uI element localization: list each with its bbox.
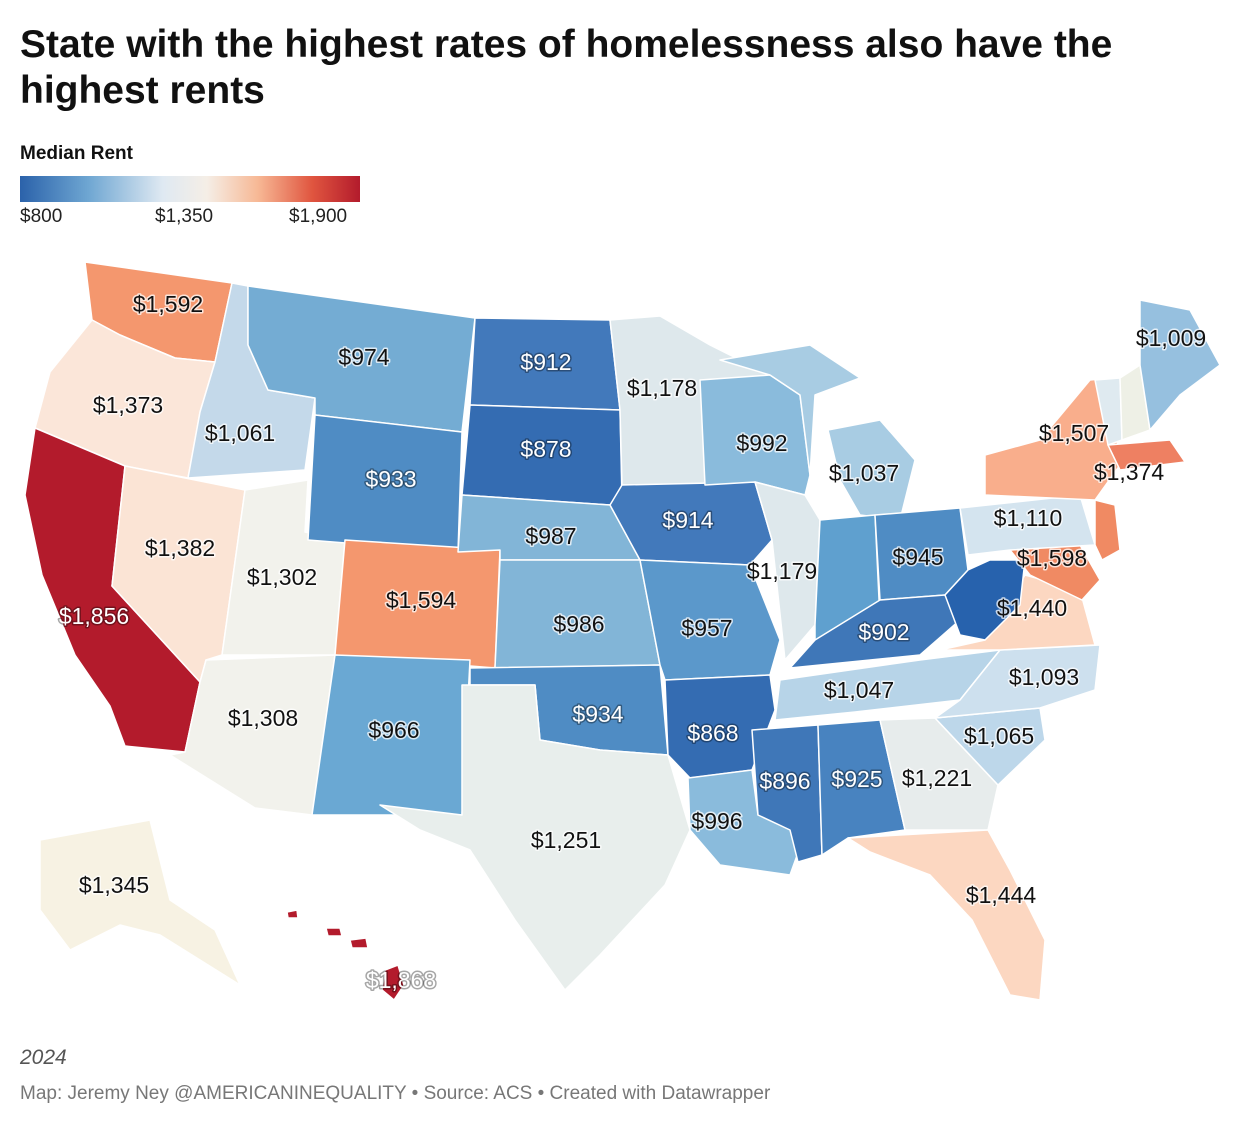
- state-fl: [847, 829, 1046, 1001]
- state-label-nm: $966: [368, 717, 419, 743]
- state-label-il: $1,179: [747, 558, 817, 584]
- legend-mid-label: $1,350: [155, 206, 214, 227]
- state-ma: [1107, 439, 1186, 471]
- state-label-ks: $986: [553, 611, 604, 637]
- state-label-fl: $1,444: [966, 882, 1037, 908]
- state-label-az: $1,308: [228, 705, 298, 731]
- state-label-md: $1,598: [1017, 545, 1087, 571]
- state-label-mt: $974: [338, 344, 389, 370]
- state-label-ma: $1,374: [1094, 459, 1165, 485]
- state-label-ia: $914: [662, 507, 713, 533]
- source-credit: Map: Jeremy Ney @AMERICANINEQUALITY • So…: [20, 1083, 771, 1104]
- state-label-ga: $1,221: [902, 765, 972, 791]
- state-label-ny: $1,507: [1039, 420, 1109, 446]
- state-label-tn: $1,047: [824, 677, 894, 703]
- state-label-mo: $957: [681, 615, 732, 641]
- state-label-la: $996: [691, 808, 742, 834]
- state-label-wi: $992: [736, 430, 787, 456]
- us-states-map: $1,592 $1,373 $1,856 $1,061 $1,382 $1,302 $1,3…: [24, 261, 1221, 1001]
- state-label-ar: $868: [687, 720, 738, 746]
- state-label-me: $1,009: [1136, 325, 1206, 351]
- state-label-ut: $1,302: [247, 564, 317, 590]
- state-label-wy: $933: [365, 466, 416, 492]
- state-label-wa: $1,592: [133, 291, 203, 317]
- state-nj: [1094, 499, 1121, 561]
- state-tx: [379, 684, 691, 991]
- state-me: [1139, 299, 1221, 431]
- state-label-ca: $1,856: [59, 603, 129, 629]
- state-label-nc: $1,093: [1009, 664, 1079, 690]
- legend-color-scale: [20, 176, 360, 202]
- state-label-nv: $1,382: [145, 535, 215, 561]
- state-label-hi: $1,868: [366, 967, 436, 993]
- state-label-nd: $912: [520, 349, 571, 375]
- state-label-oh: $945: [892, 544, 943, 570]
- data-year: 2024: [20, 1046, 67, 1069]
- state-ak: [39, 819, 241, 986]
- state-label-ms: $896: [759, 768, 810, 794]
- state-label-va: $1,440: [997, 595, 1067, 621]
- state-al: [817, 719, 906, 856]
- chart-title: State with the highest rates of homeless…: [20, 23, 1113, 112]
- state-label-ky: $902: [858, 619, 909, 645]
- state-label-ok: $934: [572, 701, 623, 727]
- legend-min-label: $800: [20, 206, 63, 227]
- state-label-co: $1,594: [386, 587, 457, 613]
- state-label-mi: $1,037: [829, 460, 899, 486]
- state-label-tx: $1,251: [531, 827, 601, 853]
- state-label-id: $1,061: [205, 420, 275, 446]
- state-label-ak: $1,345: [79, 872, 149, 898]
- state-label-or: $1,373: [93, 392, 163, 418]
- state-mt: [247, 285, 476, 433]
- state-wv: [944, 559, 1026, 641]
- state-label-mn: $1,178: [627, 375, 697, 401]
- legend-title: Median Rent: [20, 143, 133, 164]
- state-label-sd: $878: [520, 436, 571, 462]
- state-label-pa: $1,110: [994, 505, 1063, 531]
- state-label-ne: $987: [525, 523, 576, 549]
- state-hi: [286, 909, 405, 1001]
- legend-max-label: $1,900: [289, 206, 348, 227]
- state-label-al: $925: [831, 766, 882, 792]
- state-ga: [879, 717, 999, 831]
- state-label-sc: $1,065: [964, 723, 1034, 749]
